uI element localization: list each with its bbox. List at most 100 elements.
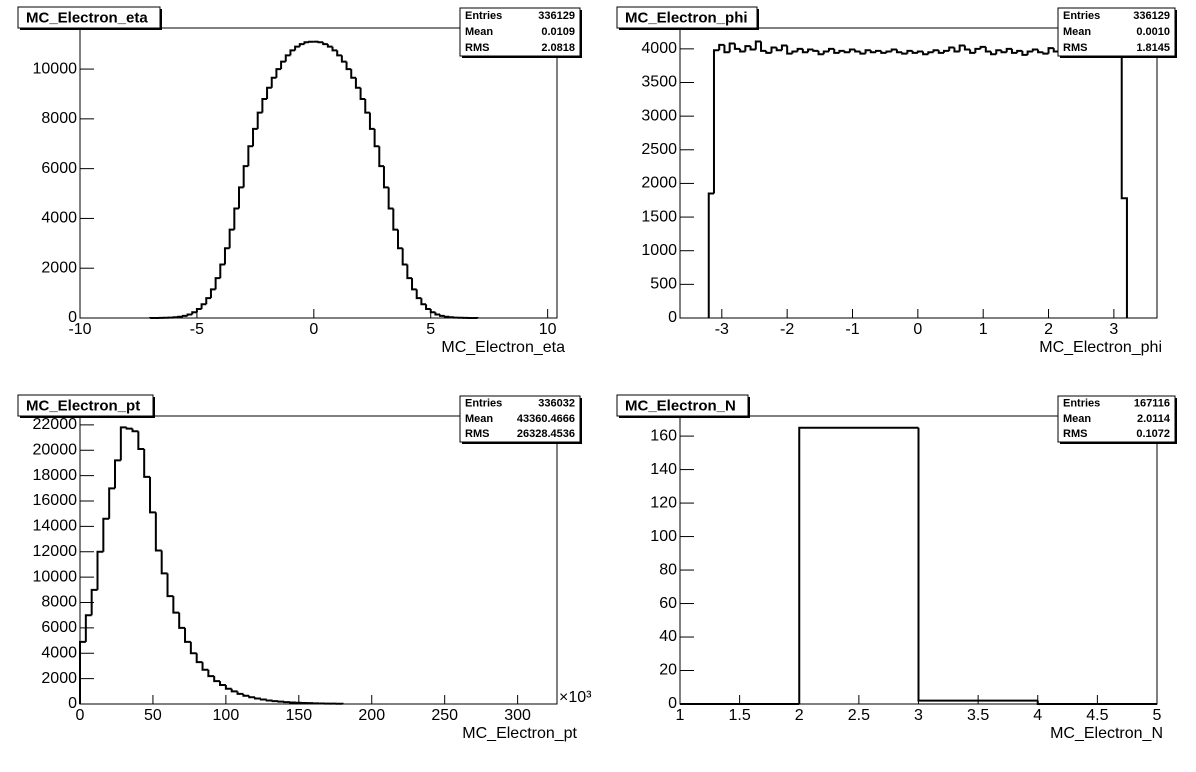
histogram-bin [213, 676, 221, 683]
histogram-bin [958, 44, 965, 52]
stats-label: RMS [465, 428, 489, 440]
y-tick-label: 4000 [41, 210, 77, 227]
histogram-bin [207, 669, 215, 678]
x-tick-label: 3 [914, 707, 923, 724]
x-tick-label: 100 [213, 707, 240, 724]
histogram-bin [906, 49, 913, 54]
histogram-bin [230, 688, 238, 693]
y-tick-label: 2500 [641, 141, 677, 158]
x-tick-label: 0 [913, 321, 922, 338]
x-tick-label: -2 [780, 321, 794, 338]
stats-value: 0.1072 [1136, 428, 1170, 440]
stats-value: 336129 [538, 10, 575, 22]
histogram-bin [125, 427, 133, 430]
y-tick-label: 10000 [33, 60, 78, 77]
histogram-bin [990, 51, 997, 56]
stats-value: 2.0114 [1137, 413, 1171, 425]
histogram-bin [354, 77, 361, 89]
histogram-bin [843, 50, 850, 54]
histogram-bin [869, 50, 877, 54]
histogram-bin [233, 207, 239, 230]
y-tick-label: 1500 [641, 208, 677, 225]
histogram-bin [439, 314, 445, 317]
histogram-bin [172, 596, 180, 614]
histogram-bin [754, 40, 762, 50]
histogram-bin [166, 573, 174, 598]
histogram-bin [298, 43, 305, 47]
histogram-bin [429, 309, 436, 314]
histogram-bin [373, 128, 380, 148]
stats-value: 336129 [1133, 10, 1170, 22]
histogram-bin [266, 86, 272, 99]
histogram-bin [79, 640, 86, 704]
histogram-bin [265, 699, 273, 702]
histogram-bin [271, 700, 279, 703]
histogram-bin [812, 49, 819, 52]
histogram-bin [744, 45, 751, 52]
histogram-bin [859, 51, 866, 55]
stats-value: 2.0818 [541, 42, 575, 54]
x-tick-label: 5 [426, 321, 435, 338]
histogram-bin [209, 288, 216, 299]
stats-label: Mean [465, 413, 493, 425]
y-tick-label: 14000 [33, 518, 78, 535]
histogram-bin [189, 641, 197, 655]
histogram-bin [284, 54, 291, 62]
x-tick-label: -3 [715, 321, 729, 338]
histogram-bin [885, 50, 892, 53]
x-tick-label: 3 [1109, 321, 1118, 338]
histogram-bin [340, 55, 347, 63]
stats-value: 26328.4536 [517, 428, 575, 440]
y-tick-label: 0 [68, 309, 77, 326]
histogram-bin [1005, 47, 1012, 53]
y-tick-label: 40 [659, 628, 677, 645]
stats-box [1057, 7, 1176, 57]
histogram-bin [739, 48, 746, 53]
stats-value: 167116 [1134, 398, 1170, 410]
y-tick-label: 20000 [33, 441, 78, 458]
title-box [17, 394, 154, 417]
histogram-bin [728, 42, 735, 53]
histogram-bin [392, 208, 398, 231]
x-axis-label: MC_Electron_phi [1039, 339, 1162, 356]
histogram-bin [718, 43, 725, 51]
stats-value: 0.0109 [541, 26, 575, 38]
histogram-bin [942, 49, 950, 53]
stats-label: Entries [465, 398, 502, 410]
x-tick-label: 1 [676, 707, 685, 724]
y-tick-label: 160 [650, 427, 677, 444]
y-tick-label: 140 [650, 461, 677, 478]
stats-label: Entries [465, 10, 502, 22]
histogram-bin [749, 46, 756, 51]
histogram-bin [181, 314, 188, 317]
histogram-bin [880, 50, 887, 54]
x-axis-label: MC_Electron_eta [441, 339, 565, 356]
histogram-bin [401, 248, 408, 266]
y-tick-label: 4000 [41, 644, 77, 661]
y-tick-label: 6000 [41, 619, 77, 636]
histogram-bin [119, 426, 127, 461]
histogram-bin [137, 431, 145, 450]
histogram-bin [760, 41, 767, 52]
histogram-bin [114, 459, 121, 489]
x-tick-label: 5 [1153, 707, 1162, 724]
histogram-bin [890, 48, 897, 52]
histogram-bin [154, 512, 162, 552]
y-tick-label: 8000 [41, 110, 77, 127]
histogram-bin [223, 247, 230, 265]
histogram-bin [224, 684, 232, 690]
histogram-bin [707, 192, 714, 318]
histogram-bin [895, 49, 903, 54]
x-tick-label: 250 [431, 707, 458, 724]
y-tick-label: 20 [659, 662, 677, 679]
x-tick-label: -10 [68, 321, 91, 338]
stats-label: Mean [1063, 26, 1091, 38]
histogram-bin [201, 662, 209, 671]
x-tick-label: 4.5 [1086, 707, 1108, 724]
histogram-bin [96, 550, 104, 590]
histogram-bin [259, 698, 267, 701]
x-tick-label: -1 [845, 321, 859, 338]
histogram-bin [1031, 48, 1039, 52]
histogram-bin [254, 697, 261, 700]
histogram-bin [205, 297, 211, 305]
